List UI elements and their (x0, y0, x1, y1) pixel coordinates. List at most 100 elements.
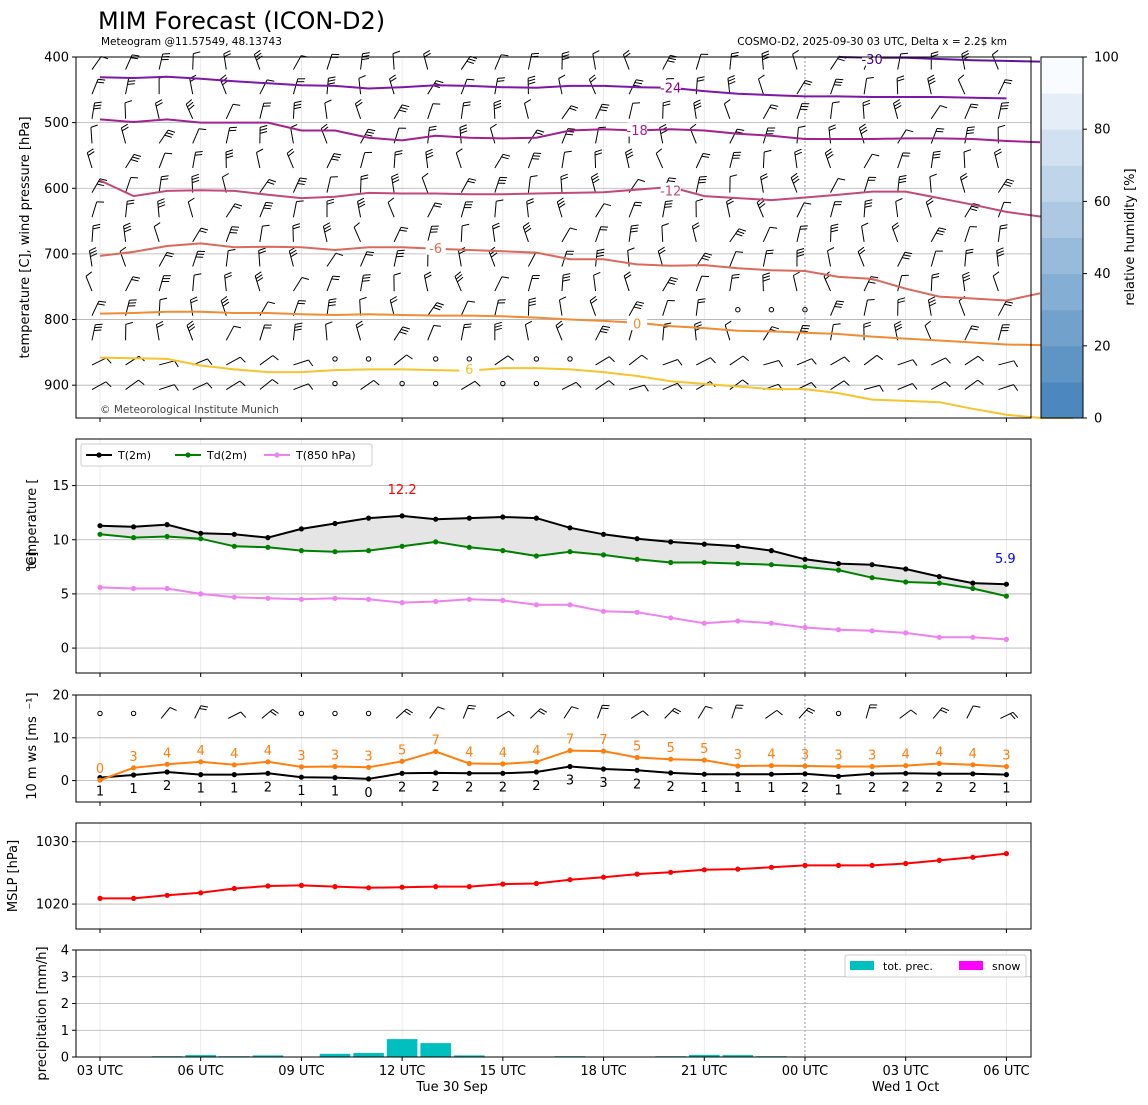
data-point (869, 628, 875, 634)
wind-barb (997, 202, 1005, 218)
wind-barb (225, 127, 231, 144)
wind-barb-flag (766, 249, 774, 252)
wind-barb-flag (256, 148, 264, 153)
wind-barb-flag (762, 278, 771, 282)
gust-value-label: 3 (868, 748, 876, 763)
wind-barb-flag (731, 276, 740, 279)
wind-barb-flag (936, 128, 945, 130)
wind-barb-flag (474, 380, 481, 387)
wind-barb-flag (220, 295, 228, 302)
wind-barb-flag (843, 380, 850, 386)
wind-barb-flag (630, 227, 639, 230)
wind-barb-flag (867, 299, 875, 301)
wind-barb-flag (830, 229, 839, 233)
wind-barb-flag (928, 77, 935, 82)
data-point (366, 885, 372, 891)
wind-barb-flag (87, 151, 95, 157)
wind-barb (796, 127, 799, 144)
wind-barb (662, 382, 678, 391)
wind-barb-flag (793, 271, 800, 276)
wind-barb (125, 177, 132, 193)
wind-barb-flag (969, 208, 978, 212)
wind-barb-flag (406, 354, 413, 360)
wind-barb-flag (944, 381, 951, 388)
colorbar-frame (1040, 56, 1084, 419)
wind-barb (460, 56, 471, 70)
data-point (198, 530, 204, 536)
wind-barb-flag (608, 356, 615, 363)
wind-barb (259, 202, 267, 218)
data-point (802, 564, 808, 570)
wind-barb-flag (365, 134, 373, 137)
wind-barb-flag (827, 153, 834, 160)
wind-barb-flag (973, 705, 981, 708)
data-point (600, 608, 607, 614)
wind-barb-flag (240, 711, 247, 718)
calm-wind-circle (365, 356, 372, 362)
wind-barb-flag (429, 125, 437, 128)
wind-barb (293, 359, 309, 366)
wind-barb-flag (697, 301, 706, 304)
wind-barb-flag (674, 707, 682, 713)
data-point (399, 884, 405, 890)
wind-barb (830, 201, 836, 218)
wind-barb-flag (395, 150, 403, 153)
data-point (533, 880, 540, 887)
wind-barb-flag (932, 156, 940, 159)
wind-barb-flag (169, 707, 177, 711)
wind-barb (228, 711, 242, 719)
wind-barb (91, 324, 96, 341)
wind-barb-flag (602, 325, 611, 328)
wind-barb-flag (508, 710, 515, 717)
data-point (231, 762, 237, 768)
wind-barb-flag (497, 80, 505, 82)
time-tick-label: 18 UTC (580, 1064, 626, 1079)
wind-barb-flag (437, 706, 445, 710)
isotherm-line-0 (99, 310, 1074, 347)
calm-wind-circle (332, 710, 338, 717)
wind-barb-flag (362, 280, 370, 282)
wind-barb-flag (406, 708, 413, 714)
wind-barb-flag (894, 323, 902, 329)
wind-barb-flag (231, 226, 240, 228)
wind-barb-flag (528, 78, 536, 82)
wind-barb (427, 226, 433, 242)
wind-barb-flag (769, 226, 778, 229)
data-point (265, 535, 271, 541)
wind-barb (125, 201, 128, 218)
data-point (970, 634, 976, 640)
wind-barb (259, 379, 273, 390)
isotherm-label: -12 (660, 184, 681, 199)
wind-barb-flag (705, 705, 713, 709)
wind-barb-flag (85, 271, 93, 277)
wind-barb-flag (130, 159, 139, 163)
wind-barb-flag (898, 180, 906, 184)
data-point (1003, 593, 1010, 599)
colorbar-tick-label: 0 (1094, 412, 1102, 427)
wind-barb-flag (994, 148, 1002, 153)
wind-barb (762, 326, 773, 341)
wind-barb-flag (866, 77, 874, 79)
wind-barb-flag (501, 54, 509, 57)
data-point (366, 548, 372, 554)
data-point (198, 536, 204, 542)
data-point (668, 615, 674, 621)
data-point (466, 515, 472, 521)
wind-barb-flag (891, 222, 899, 228)
wind-barb-flag (458, 250, 466, 255)
wind-barb (695, 299, 699, 316)
data-point (265, 544, 271, 550)
wind-barb-flag (190, 299, 198, 304)
wind-barb (563, 706, 573, 719)
wind-barb (997, 102, 1003, 119)
wind-barb (924, 325, 932, 341)
y-axis-title: temperature [C], wind pressure [hPa] (18, 116, 33, 358)
wind-barb-flag (331, 158, 339, 161)
wind-barb (964, 127, 969, 144)
wind-barb-flag (90, 124, 98, 128)
data-point (735, 561, 741, 567)
calm-wind-circle (332, 380, 338, 387)
wind-barb (293, 383, 309, 391)
wind-barb-flag (966, 132, 974, 135)
wind-barb-flag (99, 178, 108, 181)
